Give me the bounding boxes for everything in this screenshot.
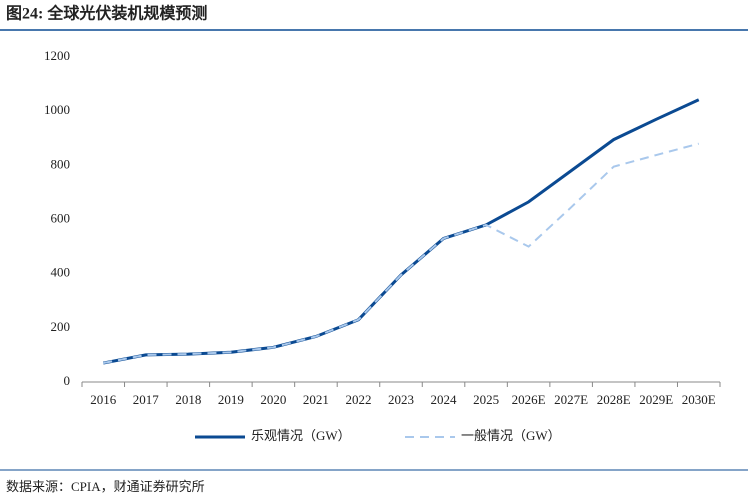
legend-label: 乐观情况（GW） [251,428,351,443]
y-tick-label: 600 [51,210,71,225]
source: 数据来源：CPIA，财通证券研究所 [6,479,205,494]
chart-title: 图24: 全球光伏装机规模预测 [6,4,207,23]
x-tick-label: 2024 [431,392,458,407]
x-tick-label: 2027E [554,392,588,407]
x-tick-label: 2019 [218,392,244,407]
x-tick-label: 2016 [90,392,117,407]
legend-label: 一般情况（GW） [461,428,561,443]
x-tick-label: 2021 [303,392,329,407]
x-tick-label: 2023 [388,392,414,407]
y-tick-label: 1200 [44,48,70,63]
y-tick-label: 200 [51,319,71,334]
x-tick-label: 2025 [473,392,499,407]
y-tick-label: 800 [51,156,71,171]
series-line [102,98,700,365]
x-tick-label: 2028E [597,392,631,407]
x-tick-label: 2020 [260,392,286,407]
x-tick-label: 2022 [345,392,371,407]
y-tick-label: 1000 [44,102,70,117]
y-tick-label: 400 [51,265,71,280]
x-tick-label: 2030E [682,392,716,407]
x-tick-label: 2029E [639,392,673,407]
series-line [103,142,699,365]
x-tick-label: 2026E [512,392,546,407]
x-tick-label: 2018 [175,392,201,407]
y-tick-label: 0 [64,373,71,388]
x-tick-label: 2017 [133,392,160,407]
